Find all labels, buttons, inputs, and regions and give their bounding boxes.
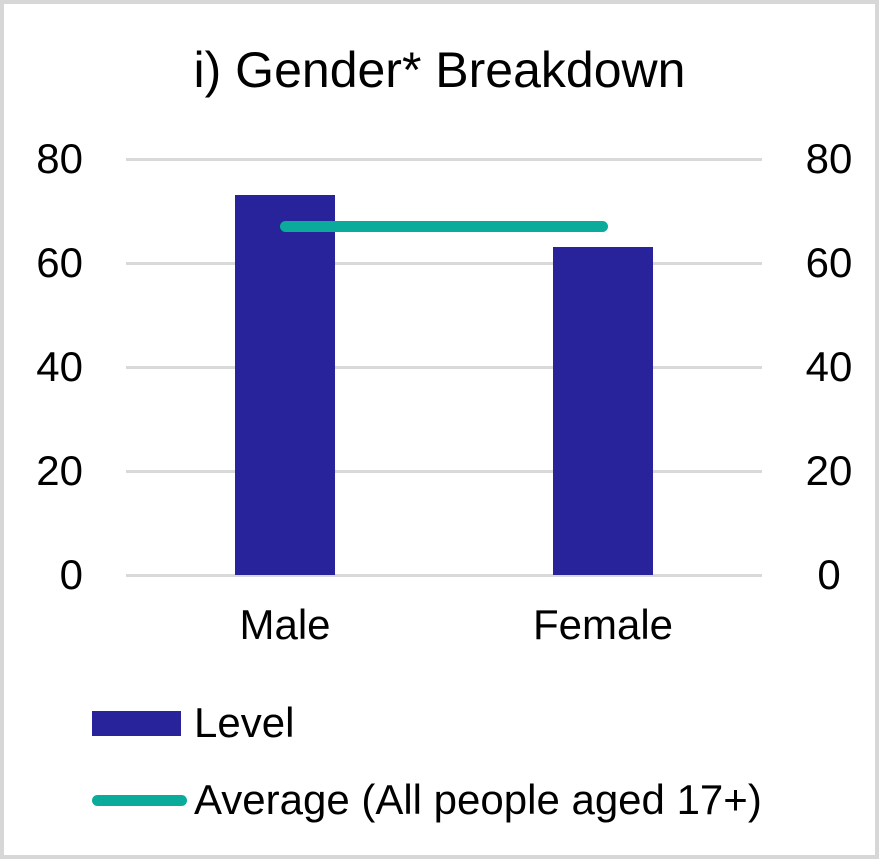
bar-male [235,195,335,575]
x-axis-label-female: Female [532,601,674,648]
y-axis-tick-right: 0 [817,551,841,598]
legend-item-average: Average (All people aged 17+) [92,775,762,825]
average-line-swatch-icon [92,794,187,806]
y-axis-tick-right: 80 [805,135,853,182]
y-axis-tick-left: 0 [59,551,83,598]
legend-label-level: Level [194,699,295,746]
y-axis-tick-left: 60 [36,239,83,286]
y-axis-tick-left: 40 [36,343,83,390]
gridline [126,573,762,577]
y-axis-tick-right: 20 [805,447,853,494]
bar-female [553,247,653,575]
x-axis-label-male: Male [239,601,331,648]
y-axis-tick-left: 20 [36,447,83,494]
gridline [126,469,762,473]
level-bar-swatch-icon [92,710,181,736]
y-axis-tick-right: 40 [805,343,853,390]
legend: Level Average (All people aged 17+) [92,698,762,825]
chart-title: i) Gender* Breakdown [193,42,686,98]
gridline [126,365,762,369]
gridline [126,261,762,265]
legend-label-average: Average (All people aged 17+) [194,776,762,823]
plot-area: 0 0 20 20 40 40 60 60 80 80 Male Female [36,135,852,648]
y-axis-tick-left: 80 [36,135,83,182]
legend-item-level: Level [92,698,762,748]
average-line [280,221,608,233]
y-axis-tick-right: 60 [805,239,853,286]
gridline [126,157,762,161]
